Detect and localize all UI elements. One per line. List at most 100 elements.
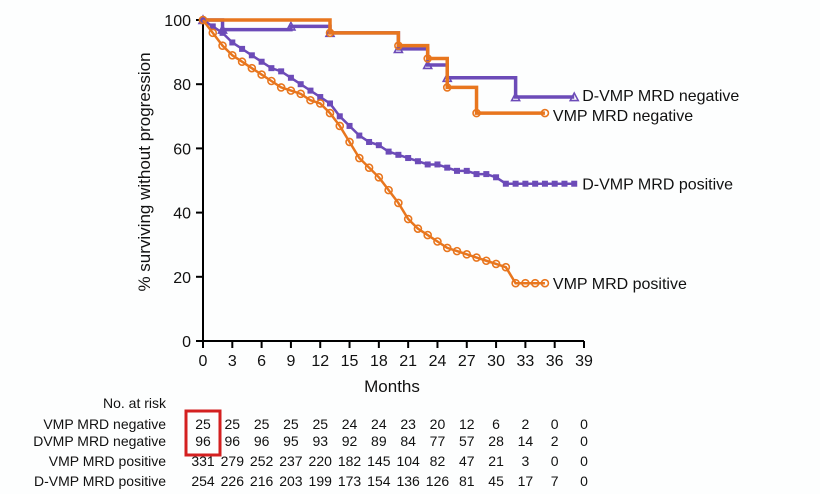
risk-cell: 0 xyxy=(580,453,588,469)
data-point xyxy=(571,180,578,187)
data-point xyxy=(423,230,432,240)
series-label: VMP MRD negative xyxy=(553,108,693,125)
risk-cell: 182 xyxy=(338,453,362,469)
risk-cell: 57 xyxy=(459,433,475,449)
data-point xyxy=(297,81,304,88)
risk-cell: 0 xyxy=(551,453,559,469)
risk-cell: 96 xyxy=(254,433,270,449)
data-point xyxy=(276,83,286,92)
risk-cell: 216 xyxy=(250,473,274,489)
x-tick-label: 24 xyxy=(429,353,447,370)
data-point xyxy=(315,99,325,108)
x-tick-label: 15 xyxy=(341,353,359,370)
data-point xyxy=(502,180,509,187)
risk-cell: 84 xyxy=(400,433,416,449)
data-point xyxy=(405,155,412,162)
series-label: D-VMP MRD negative xyxy=(582,88,739,105)
data-point xyxy=(237,57,247,67)
risk-cell: 25 xyxy=(195,416,211,432)
data-point xyxy=(229,39,236,46)
data-point xyxy=(473,171,480,178)
risk-cell: 145 xyxy=(367,453,391,469)
risk-cell: 237 xyxy=(279,453,303,469)
risk-row-label: D-VMP MRD positive xyxy=(34,473,166,489)
data-point xyxy=(346,122,353,129)
data-point xyxy=(540,108,550,118)
data-point xyxy=(532,180,539,187)
data-point xyxy=(510,91,521,102)
risk-cell: 0 xyxy=(580,416,588,432)
data-point xyxy=(258,58,265,65)
data-point xyxy=(366,138,373,145)
data-point xyxy=(267,76,276,86)
risk-cell: 25 xyxy=(283,416,299,432)
y-axis-title: % surviving without progression xyxy=(135,52,154,291)
x-axis-title: Months xyxy=(364,377,420,396)
data-point xyxy=(394,41,403,50)
risk-cell: 6 xyxy=(492,416,500,432)
risk-cell: 20 xyxy=(430,416,446,432)
axes xyxy=(196,19,585,348)
data-point xyxy=(325,108,335,118)
risk-cell: 25 xyxy=(312,416,328,432)
data-point xyxy=(335,121,345,131)
series-line xyxy=(202,19,545,285)
data-point xyxy=(483,171,490,178)
risk-cell: 25 xyxy=(225,416,241,432)
data-point xyxy=(452,246,462,256)
x-tick-label: 9 xyxy=(286,353,295,370)
risk-table: No. at risk VMP MRD negative 25 25 25 25 25 24… xyxy=(33,395,588,489)
risk-cell: 21 xyxy=(488,453,504,469)
data-point xyxy=(512,180,519,187)
risk-cell: 82 xyxy=(430,453,446,469)
x-tick-label: 36 xyxy=(546,353,564,370)
x-tick-label: 12 xyxy=(311,353,329,370)
data-point xyxy=(541,180,548,187)
y-tick-label: 60 xyxy=(173,141,191,158)
data-point xyxy=(423,54,432,63)
y-tick-label: 20 xyxy=(173,270,191,287)
data-point xyxy=(472,108,481,118)
data-point xyxy=(248,52,255,59)
risk-cell: 203 xyxy=(279,473,303,489)
risk-cell: 279 xyxy=(221,453,245,469)
risk-cell: 0 xyxy=(551,416,559,432)
series-label: VMP MRD positive xyxy=(553,276,687,293)
risk-cell: 28 xyxy=(488,433,504,449)
risk-cell: 126 xyxy=(426,473,450,489)
data-point xyxy=(306,95,315,105)
risk-cell: 0 xyxy=(580,433,588,449)
risk-cell: 14 xyxy=(518,433,534,449)
risk-cell: 17 xyxy=(518,473,534,489)
risk-cell: 7 xyxy=(551,473,559,489)
x-tick-label: 0 xyxy=(199,353,208,370)
risk-cell: 226 xyxy=(221,473,245,489)
data-point xyxy=(540,278,550,288)
risk-cell: 199 xyxy=(309,473,333,489)
data-point xyxy=(434,161,441,168)
risk-cell: 45 xyxy=(488,473,504,489)
data-point xyxy=(403,214,413,224)
data-point xyxy=(568,91,580,102)
risk-cell: 25 xyxy=(254,416,270,432)
data-point xyxy=(433,237,442,246)
risk-cell: 24 xyxy=(342,416,358,432)
data-point xyxy=(454,167,460,174)
data-point xyxy=(374,172,384,182)
data-point xyxy=(268,65,275,72)
series-vmp-mrd-negative xyxy=(198,15,550,118)
y-tick-label: 100 xyxy=(164,13,191,30)
risk-cell: 24 xyxy=(371,416,387,432)
data-point xyxy=(442,243,452,253)
data-point xyxy=(561,180,568,187)
risk-cell: 104 xyxy=(396,453,420,469)
y-tick-label: 40 xyxy=(173,206,191,223)
data-point xyxy=(551,180,558,187)
data-point xyxy=(218,41,227,50)
risk-cell: 154 xyxy=(367,473,391,489)
risk-cell: 173 xyxy=(338,473,362,489)
data-point xyxy=(444,164,451,171)
risk-cell: 47 xyxy=(459,453,475,469)
data-point xyxy=(442,83,452,92)
risk-cell: 2 xyxy=(551,433,559,449)
